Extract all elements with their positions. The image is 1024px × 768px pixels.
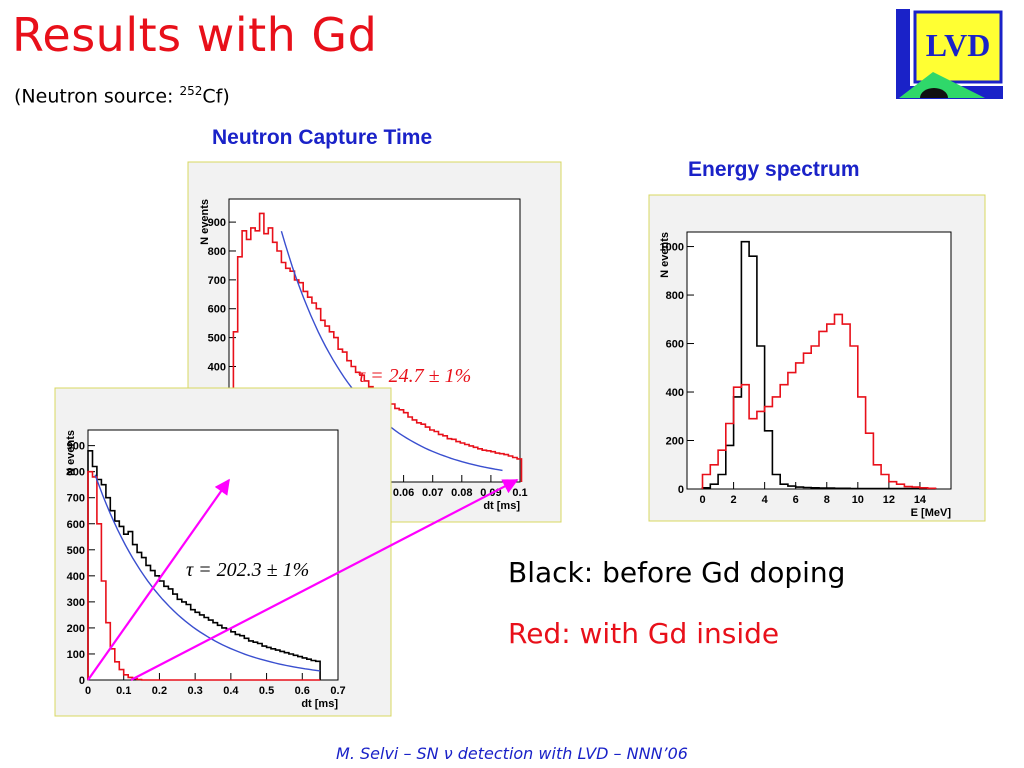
- before-yaxis-label: N events: [65, 430, 77, 476]
- energy-xtick-label: 2: [731, 494, 737, 506]
- before-series-red: [87, 470, 321, 681]
- before-xtick-label: 0.5: [259, 685, 274, 697]
- capture-xtick-label: 0.07: [422, 487, 443, 499]
- before-xaxis-label: dt [ms]: [301, 698, 338, 710]
- energy-series-black: [701, 240, 937, 490]
- capture-xtick-label: 0.08: [451, 487, 472, 499]
- capture-xtick-label: 0.06: [393, 487, 414, 499]
- energy-xtick-label: 6: [793, 494, 799, 506]
- capture-tau-annotation: τ = 24.7 ± 1%: [358, 365, 471, 387]
- capture-xaxis-label: dt [ms]: [483, 500, 520, 512]
- energy-ytick-label: 200: [666, 436, 684, 448]
- before-xtick-label: 0.3: [187, 685, 202, 697]
- subtitle-superscript: 252: [179, 84, 203, 98]
- subtitle-prefix: (Neutron source:: [14, 85, 180, 108]
- before-xtick-label: 0.1: [116, 685, 131, 697]
- slide-subtitle: (Neutron source: 252Cf): [14, 84, 230, 107]
- energy-xtick-label: 12: [883, 494, 895, 506]
- before-fit-curve: [94, 474, 321, 672]
- before-ytick-label: 400: [67, 571, 85, 583]
- energy-xtick-label: 14: [914, 494, 927, 506]
- energy-yaxis-label: N events: [659, 232, 671, 278]
- energy-ytick-label: 400: [666, 387, 684, 399]
- capture-fit-curve: [280, 231, 503, 472]
- capture-ytick-label: 700: [208, 275, 226, 287]
- before-ytick-label: 900: [67, 441, 85, 453]
- capture-plot-heading: Neutron Capture Time: [212, 126, 433, 149]
- slide-footer: M. Selvi – SN ν detection with LVD – NNN…: [336, 744, 688, 763]
- capture-ytick-label: 800: [208, 246, 226, 258]
- before-ytick-label: 300: [67, 597, 85, 609]
- legend-black-label: Black: before Gd doping: [508, 556, 846, 589]
- energy-ytick-label: 800: [666, 290, 684, 302]
- energy-plot-heading: Energy spectrum: [688, 158, 860, 181]
- energy-ytick-label: 1000: [660, 242, 684, 254]
- capture-yaxis-label: N events: [199, 199, 211, 245]
- zoom-arrow-start: [87, 478, 230, 681]
- before-xtick-label: 0.7: [330, 685, 345, 697]
- legend-red-label: Red: with Gd inside: [508, 617, 780, 650]
- before-xtick-label: 0.2: [152, 685, 167, 697]
- energy-ytick-label: 0: [678, 484, 684, 496]
- subtitle-suffix: Cf): [202, 85, 230, 108]
- before-xtick-label: 0: [85, 685, 91, 697]
- energy-xtick-label: 0: [699, 494, 705, 506]
- capture-ytick-label: 600: [208, 304, 226, 316]
- before-ytick-label: 200: [67, 623, 85, 635]
- before-ytick-label: 700: [67, 493, 85, 505]
- logo-text: LVD: [926, 27, 991, 63]
- before-ytick-label: 100: [67, 649, 85, 661]
- before-ytick-label: 800: [67, 467, 85, 479]
- before-plot-area: [87, 429, 339, 681]
- energy-series-red: [701, 313, 937, 490]
- chart-energy: 0 200 400 600 800 1000 0 2 4 6 8 10 12 14E [MeV] N eve…: [648, 194, 986, 522]
- before-xtick-label: 0.6: [295, 685, 310, 697]
- capture-ytick-label: 500: [208, 333, 226, 345]
- before-series-black: [87, 450, 321, 680]
- zoom-arrow-end: [130, 479, 519, 681]
- before-xtick-label: 0.4: [223, 685, 239, 697]
- before-ytick-label: 0: [79, 675, 85, 687]
- chart-before: 0 100 200 300 400 500 600 700 800 900 0 0.1 0.2 0.3 0.…: [54, 387, 392, 717]
- slide-title: Results with Gd: [12, 8, 378, 62]
- energy-xtick-label: 4: [762, 494, 769, 506]
- before-tau-annotation: τ = 202.3 ± 1%: [186, 559, 309, 581]
- energy-xtick-label: 8: [824, 494, 830, 506]
- energy-ytick-label: 600: [666, 339, 684, 351]
- energy-xtick-label: 10: [852, 494, 864, 506]
- before-ytick-label: 500: [67, 545, 85, 557]
- before-ytick-label: 600: [67, 519, 85, 531]
- energy-xaxis-label: E [MeV]: [911, 507, 952, 519]
- capture-ytick-label: 900: [208, 217, 226, 229]
- capture-ytick-label: 400: [208, 361, 226, 373]
- lvd-logo: LVD: [895, 8, 1004, 100]
- capture-xtick-label: 0.1: [512, 487, 527, 499]
